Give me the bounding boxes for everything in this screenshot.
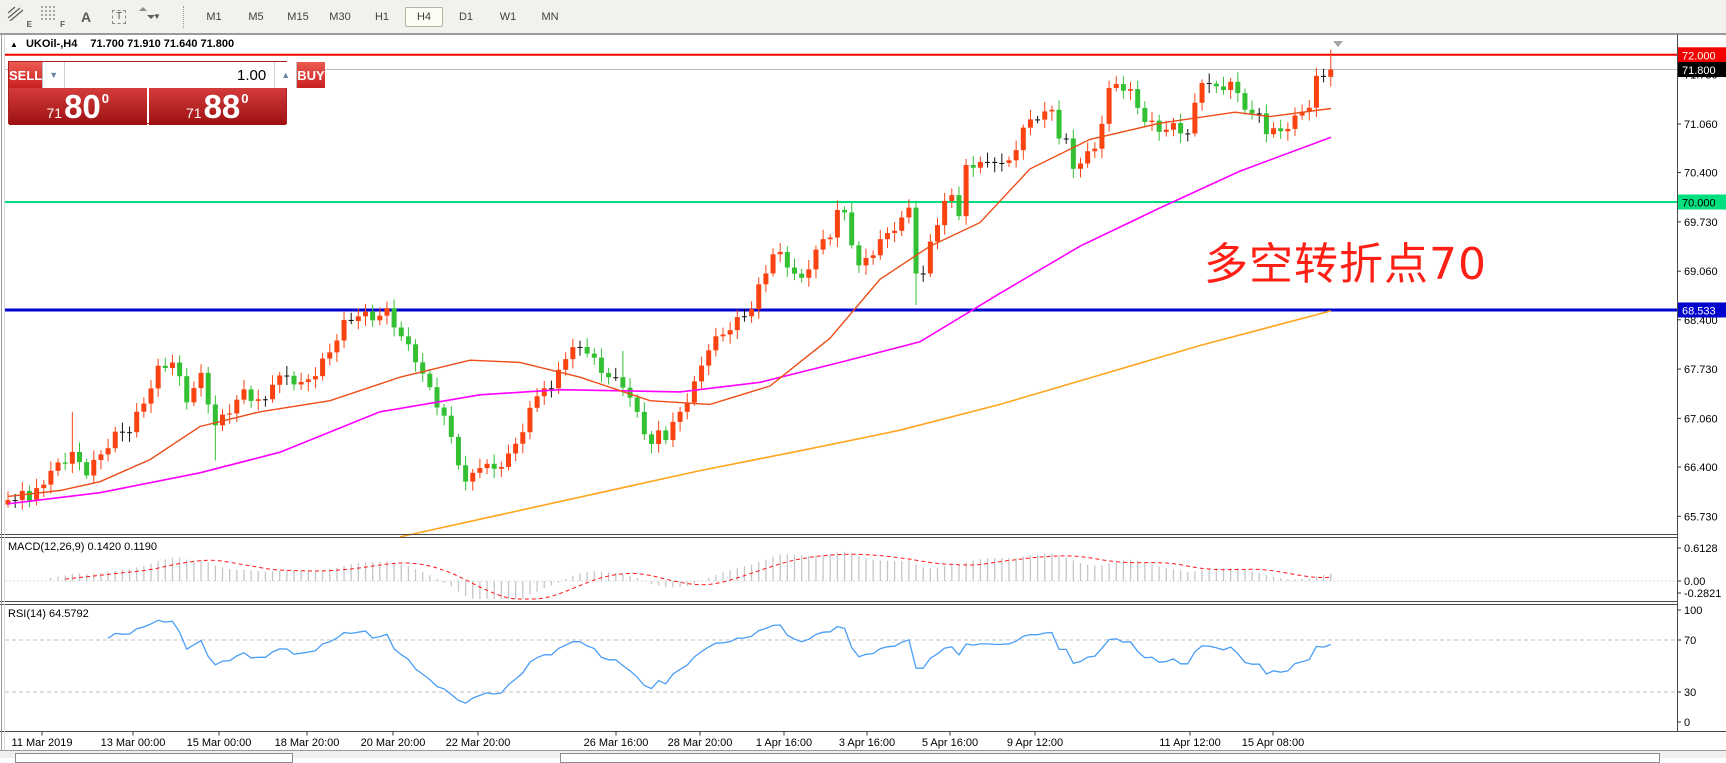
rsi-label: RSI(14) 64.5792 <box>8 608 89 620</box>
text-box-glyph: T <box>111 9 127 24</box>
svg-text:0: 0 <box>1684 717 1690 729</box>
svg-text:69.060: 69.060 <box>1684 266 1718 278</box>
chart-text-annotation: 多空转折点70 <box>1204 239 1487 290</box>
svg-text:28 Mar 20:00: 28 Mar 20:00 <box>668 737 733 749</box>
bottom-tab[interactable] <box>560 753 1660 763</box>
svg-text:71.060: 71.060 <box>1684 119 1718 131</box>
buy-button[interactable]: BUY <box>297 62 325 88</box>
chart-arrow-marker <box>1333 41 1343 47</box>
svg-text:65.730: 65.730 <box>1684 511 1718 523</box>
svg-text:18 Mar 20:00: 18 Mar 20:00 <box>275 737 340 749</box>
panel-frame-lines <box>0 34 1726 751</box>
svg-text:69.730: 69.730 <box>1684 217 1718 229</box>
tf-button-M5[interactable]: M5 <box>248 10 264 23</box>
svg-text:11 Mar 2019: 11 Mar 2019 <box>12 737 73 749</box>
svg-text:70.400: 70.400 <box>1684 168 1718 180</box>
window-tab-strip <box>0 751 1726 763</box>
tf-button-H4[interactable]: H4 <box>405 6 443 27</box>
fibonacci-lines-icon[interactable]: F <box>40 5 66 29</box>
symbol-period-label: UKOil-,H4 <box>25 38 78 50</box>
candlestick-series <box>5 49 1334 510</box>
svg-text:1 Apr 16:00: 1 Apr 16:00 <box>756 737 812 749</box>
tf-button-M30[interactable]: M30 <box>329 10 351 23</box>
svg-text:70: 70 <box>1684 635 1696 647</box>
svg-text:72.000: 72.000 <box>1682 50 1716 62</box>
buy-price-pip: 0 <box>241 91 249 106</box>
buy-price-handle: 71 <box>185 105 202 121</box>
svg-text:100: 100 <box>1684 605 1702 617</box>
arrow-objects-icon[interactable]: ▼ <box>139 5 173 29</box>
toolbar-separator <box>183 5 185 28</box>
macd-indicator-pane <box>5 551 1677 600</box>
svg-text:-0.2821: -0.2821 <box>1684 588 1721 600</box>
text-box-icon[interactable]: T <box>106 5 132 29</box>
moving-average-lines <box>7 107 1332 538</box>
ohlc-readout: 71.700 71.910 71.640 71.800 <box>90 38 235 50</box>
buy-price[interactable]: 71 88 0 <box>148 88 286 125</box>
volume-stepper: ▼ ▲ <box>42 62 298 88</box>
sell-price[interactable]: 71 80 0 <box>9 88 147 125</box>
bottom-tab[interactable] <box>15 753 293 763</box>
tool-sub-label: F <box>60 19 65 29</box>
svg-text:66.400: 66.400 <box>1684 462 1718 474</box>
collapse-triangle-icon[interactable]: ▲ <box>10 40 18 49</box>
svg-text:5 Apr 16:00: 5 Apr 16:00 <box>922 737 978 749</box>
top-toolbar: E F A T ▼ M1 M5 M15 M30 H1 H4 D1 W1 MN <box>0 0 1726 34</box>
svg-text:13 Mar 00:00: 13 Mar 00:00 <box>101 737 166 749</box>
macd-label: MACD(12,26,9) 0.1420 0.1190 <box>8 541 157 553</box>
svg-text:22 Mar 20:00: 22 Mar 20:00 <box>446 737 511 749</box>
text-label-glyph: A <box>80 8 92 25</box>
tf-button-W1[interactable]: W1 <box>499 10 517 23</box>
volume-increase-button[interactable]: ▲ <box>274 62 297 88</box>
svg-text:67.060: 67.060 <box>1684 413 1718 425</box>
svg-text:26 Mar 16:00: 26 Mar 16:00 <box>584 737 649 749</box>
equidistant-channel-icon[interactable]: E <box>7 5 33 29</box>
svg-text:68.533: 68.533 <box>1682 305 1716 317</box>
svg-text:9 Apr 12:00: 9 Apr 12:00 <box>1007 737 1063 749</box>
volume-decrease-button[interactable]: ▼ <box>43 62 66 88</box>
chart-window-title: ▲ UKOil-,H4 71.700 71.910 71.640 71.800 <box>10 37 243 51</box>
one-click-trading-panel: SELL ▼ ▲ BUY 71 80 0 71 88 0 <box>8 61 325 125</box>
svg-text:71.800: 71.800 <box>1682 65 1716 77</box>
svg-text:11 Apr 12:00: 11 Apr 12:00 <box>1159 737 1221 749</box>
svg-text:0.00: 0.00 <box>1684 576 1705 588</box>
tool-sub-label: E <box>26 19 32 29</box>
svg-text:15 Apr 08:00: 15 Apr 08:00 <box>1242 737 1304 749</box>
sell-price-big: 80 <box>64 88 101 125</box>
tf-button-M15[interactable]: M15 <box>287 10 309 23</box>
svg-text:3 Apr 16:00: 3 Apr 16:00 <box>839 737 895 749</box>
svg-text:15 Mar 00:00: 15 Mar 00:00 <box>187 737 252 749</box>
svg-text:67.730: 67.730 <box>1684 364 1718 376</box>
dropdown-caret-icon: ▼ <box>153 12 161 21</box>
sell-price-pip: 0 <box>101 91 110 106</box>
tf-button-D1[interactable]: D1 <box>458 10 474 23</box>
buy-price-big: 88 <box>203 88 241 125</box>
tf-button-H1[interactable]: H1 <box>374 10 390 23</box>
tf-button-M1[interactable]: M1 <box>206 10 222 23</box>
sell-button[interactable]: SELL <box>9 62 43 88</box>
svg-text:68.400: 68.400 <box>1684 315 1718 327</box>
text-label-icon[interactable]: A <box>73 5 99 29</box>
svg-text:70.000: 70.000 <box>1682 198 1716 210</box>
svg-text:0.6128: 0.6128 <box>1684 543 1718 555</box>
timeframe-buttons: M1 M5 M15 M30 H1 H4 D1 W1 MN <box>193 6 571 27</box>
svg-text:20 Mar 20:00: 20 Mar 20:00 <box>361 737 426 749</box>
sell-price-handle: 71 <box>46 105 63 121</box>
tf-button-MN[interactable]: MN <box>541 10 559 23</box>
price-axis: 71.73071.06070.40069.73069.06068.40067.7… <box>1677 47 1726 729</box>
volume-input[interactable] <box>65 62 275 88</box>
svg-text:30: 30 <box>1684 687 1696 699</box>
rsi-indicator-pane <box>5 619 1677 704</box>
time-axis: 11 Mar 2019 13 Mar 00:00 15 Mar 00:00 18 Ma… <box>12 731 1304 749</box>
